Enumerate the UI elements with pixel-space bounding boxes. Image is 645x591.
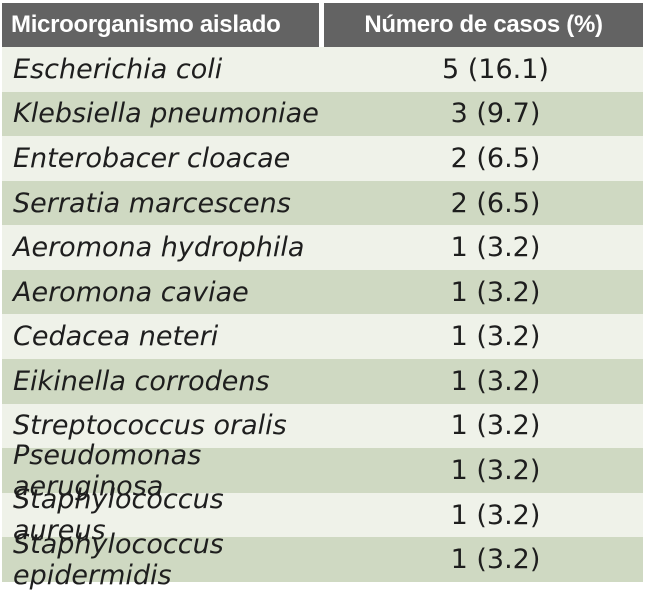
organism-cell-text: Klebsiella pneumoniae [13, 98, 319, 130]
organism-cell-text: Escherichia coli [13, 53, 223, 85]
table-row: Aeromona hydrophila 1 (3.2) [2, 225, 643, 270]
cases-cell: 5 (16.1) [324, 47, 643, 92]
organism-cell-text: Enterobacer cloacae [13, 142, 291, 174]
cases-cell-text: 1 (3.2) [450, 232, 541, 264]
cases-cell: 1 (3.2) [324, 270, 643, 315]
organism-cell-text: Serratia marcescens [13, 187, 291, 219]
organism-cell-text: Cedacea neteri [13, 321, 219, 353]
cases-cell: 1 (3.2) [324, 448, 643, 493]
table-row: Aeromona caviae 1 (3.2) [2, 269, 643, 315]
cases-cell: 1 (3.2) [324, 225, 643, 270]
cases-cell: 2 (6.5) [324, 136, 643, 181]
cases-cell: 1 (3.2) [324, 493, 643, 538]
organism-cell: Enterobacer cloacae [2, 136, 324, 181]
organism-cell: Staphylococcus aureus [2, 484, 324, 546]
organism-cell: Klebsiella pneumoniae [2, 92, 324, 137]
organism-cell: Eikinella corrodens [2, 359, 324, 404]
cases-cell-text: 1 (3.2) [450, 321, 541, 353]
cases-cell-text: 1 (3.2) [450, 544, 541, 576]
table-row: Eikinella corrodens 1 (3.2) [2, 359, 643, 404]
organism-cell: Escherichia coli [2, 47, 324, 92]
organism-cell: Pseudomonas aeruginosa [2, 440, 324, 502]
microorganism-table: Microorganismo aislado Número de casos (… [2, 3, 643, 591]
organism-cell-text: Pseudomonas aeruginosa [13, 439, 202, 502]
cases-cell: 1 (3.2) [324, 314, 643, 359]
organism-cell-text: Aeromona hydrophila [13, 232, 305, 264]
organism-cell-text: Streptococcus oralis [13, 410, 287, 442]
organism-cell: Aeromona hydrophila [2, 225, 324, 270]
column-header-cases: Número de casos (%) [324, 3, 643, 47]
table-row: Streptococcus oralis 1 (3.2) [2, 403, 643, 449]
column-header-cases-label: Número de casos (%) [364, 11, 603, 38]
cases-cell: 1 (3.2) [324, 359, 643, 404]
cases-cell-text: 2 (6.5) [450, 142, 541, 174]
cases-cell-text: 2 (6.5) [450, 187, 541, 219]
table-row: Pseudomonas aeruginosa 1 (3.2) [2, 440, 643, 502]
cases-cell-text: 1 (3.2) [450, 365, 541, 397]
cases-cell-text: 1 (3.2) [450, 410, 541, 442]
header-divider [319, 3, 324, 47]
cases-cell-text: 1 (3.2) [450, 499, 541, 531]
table-row: Klebsiella pneumoniae 3 (9.7) [2, 91, 643, 137]
cases-cell-text: 5 (16.1) [442, 53, 549, 85]
table-header-row: Microorganismo aislado Número de casos (… [2, 3, 643, 47]
table-row: Escherichia coli 5 (16.1) [2, 47, 643, 92]
cases-cell-text: 3 (9.7) [450, 98, 541, 130]
organism-cell-text: Staphylococcus aureus [13, 484, 224, 547]
cases-cell: 1 (3.2) [324, 404, 643, 449]
cases-cell: 1 (3.2) [324, 537, 643, 582]
organism-cell-text: Eikinella corrodens [13, 365, 270, 397]
cases-cell-text: 1 (3.2) [450, 454, 541, 486]
table-row: Staphylococcus epidermidis 1 (3.2) [2, 529, 643, 591]
organism-cell: Staphylococcus epidermidis [2, 529, 324, 591]
organism-cell-text: Aeromona caviae [13, 276, 249, 308]
table-row: Staphylococcus aureus 1 (3.2) [2, 484, 643, 546]
cases-cell-text: 1 (3.2) [450, 276, 541, 308]
organism-cell-text: Staphylococcus epidermidis [13, 528, 224, 591]
table-row: Serratia marcescens 2 (6.5) [2, 180, 643, 226]
organism-cell: Streptococcus oralis [2, 404, 324, 449]
column-header-organism: Microorganismo aislado [2, 3, 319, 47]
organism-cell: Aeromona caviae [2, 270, 324, 315]
table-row: Enterobacer cloacae 2 (6.5) [2, 136, 643, 181]
organism-cell: Cedacea neteri [2, 314, 324, 359]
table-row: Cedacea neteri 1 (3.2) [2, 314, 643, 360]
cases-cell: 2 (6.5) [324, 181, 643, 226]
column-header-organism-label: Microorganismo aislado [11, 11, 281, 38]
table-body: Escherichia coli 5 (16.1) Klebsiella pne… [2, 47, 643, 591]
cases-cell: 3 (9.7) [324, 92, 643, 137]
organism-cell: Serratia marcescens [2, 181, 324, 226]
